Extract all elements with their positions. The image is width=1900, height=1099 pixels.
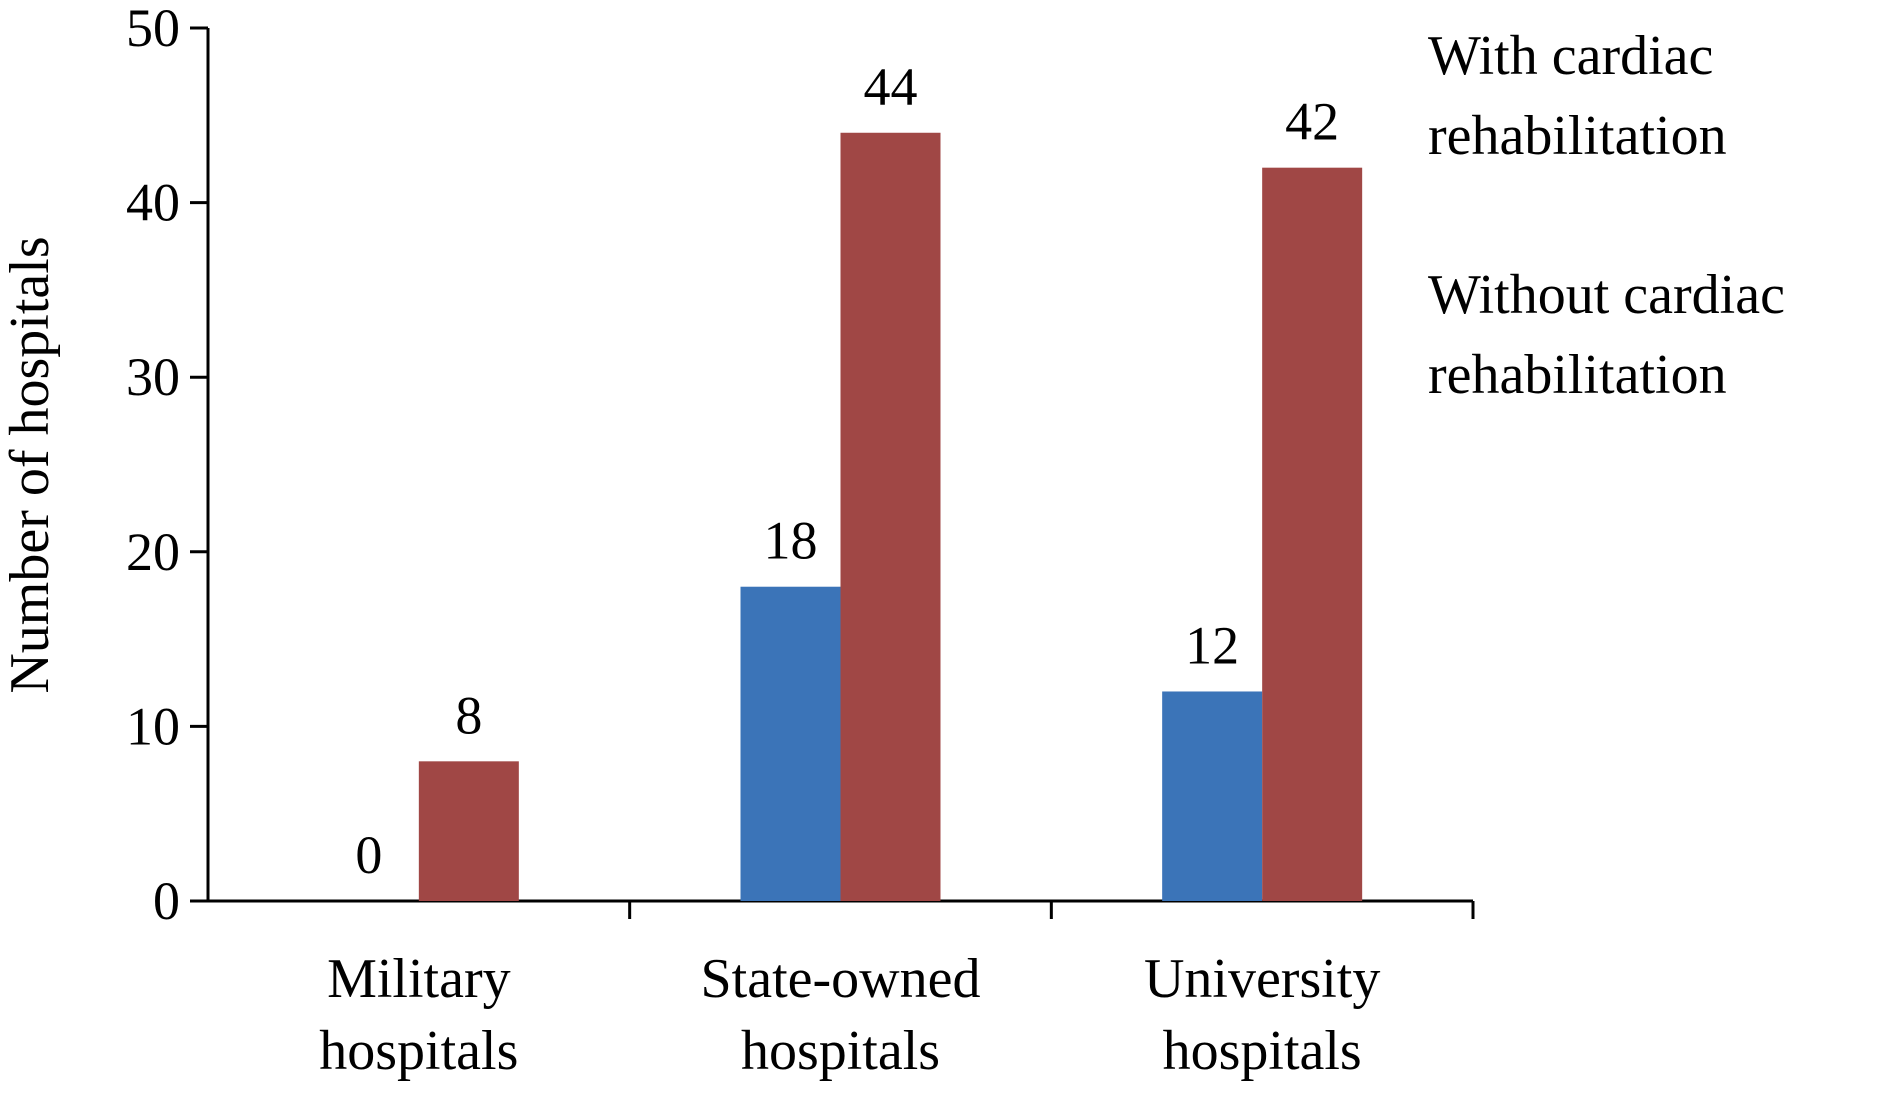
data-label: 44: [864, 57, 918, 117]
y-axis-title: Number of hospitals: [0, 236, 61, 693]
data-labels: 0 8 18 44 12 42: [355, 57, 1339, 885]
data-label: 12: [1185, 615, 1239, 675]
legend: With cardiac rehabilitation Without cardia…: [1428, 25, 1785, 406]
data-label: 0: [355, 825, 382, 885]
bar: [418, 761, 519, 901]
legend-entry: With cardiac rehabilitation: [1428, 25, 1727, 167]
bar: [1262, 167, 1363, 901]
bar: [1162, 691, 1263, 901]
data-label: 8: [455, 685, 482, 745]
y-tick-label: 40: [126, 173, 180, 233]
y-tick-label: 0: [153, 871, 180, 931]
y-tick-label: 50: [126, 0, 180, 58]
data-label: 18: [764, 511, 818, 571]
x-tick-label: University hospitals: [1144, 948, 1380, 1082]
x-tick-label: State-owned hospitals: [701, 948, 981, 1082]
y-tick-label: 30: [126, 347, 180, 407]
bar: [840, 132, 941, 901]
data-label: 42: [1285, 92, 1339, 152]
y-tick-label: 10: [126, 696, 180, 756]
bar: [740, 586, 841, 901]
bars: [418, 132, 1363, 901]
x-tick-label: Military hospitals: [319, 948, 518, 1082]
legend-entry: Without cardiac rehabilitation: [1428, 264, 1785, 406]
y-tick-label: 20: [126, 522, 180, 582]
axes: 0 10 20 30 40 50 Military hospitals State-owned h…: [126, 0, 1475, 1082]
